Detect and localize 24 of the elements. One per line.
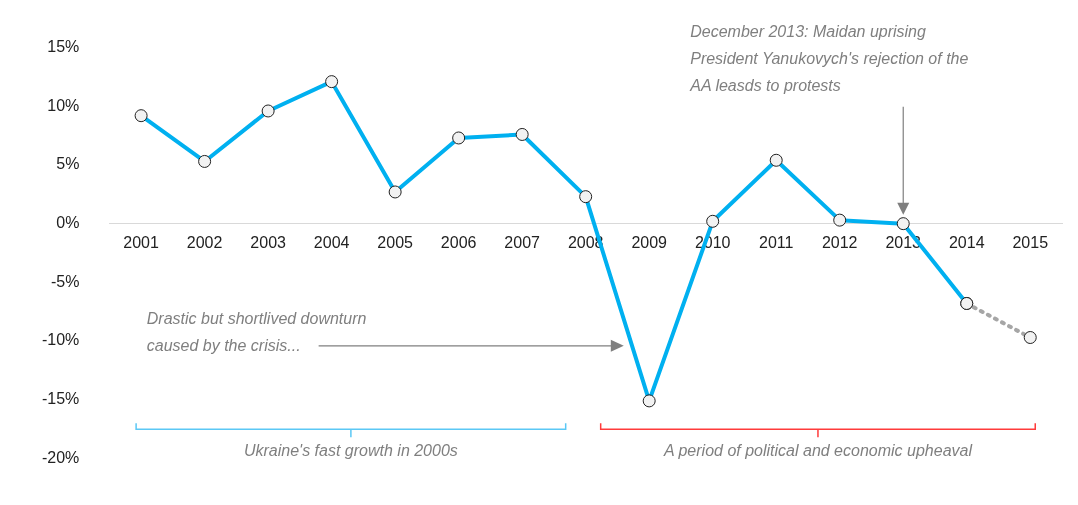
x-tick-label: 2002 — [186, 233, 223, 251]
x-tick-label: 2006 — [440, 233, 477, 251]
y-tick-label: -10% — [41, 331, 80, 349]
x-tick-label: 2011 — [759, 233, 794, 251]
x-tick-label: 2014 — [948, 233, 985, 251]
y-tick-label: 5% — [56, 155, 80, 173]
x-tick-label: 2004 — [313, 233, 350, 251]
annotation: Ukraine's fast growth in 2000s — [243, 441, 458, 459]
annotation: A period of political and economic upheaval — [662, 441, 973, 459]
x-tick-label: 2012 — [821, 233, 858, 251]
annotation: Drastic but shortlived downturn caused by the crisis... — [146, 309, 367, 354]
x-tick-label: 2005 — [377, 233, 414, 251]
x-tick-label: 2009 — [631, 233, 668, 251]
x-tick-label: 2001 — [123, 233, 159, 251]
y-tick-label: -20% — [41, 448, 80, 466]
y-tick-label: -5% — [50, 272, 80, 290]
x-tick-label: 2007 — [504, 233, 541, 251]
annotation: December 2013: Maidan uprising President Yanukovych's rejection of the AA leasds to protests — [689, 22, 969, 94]
y-tick-label: -15% — [41, 390, 80, 408]
y-tick-label: 15% — [47, 38, 80, 56]
y-tick-label: 10% — [47, 96, 80, 114]
x-tick-label: 2003 — [250, 233, 287, 251]
y-tick-label: 0% — [56, 214, 80, 232]
x-tick-label: 2015 — [1012, 233, 1049, 251]
